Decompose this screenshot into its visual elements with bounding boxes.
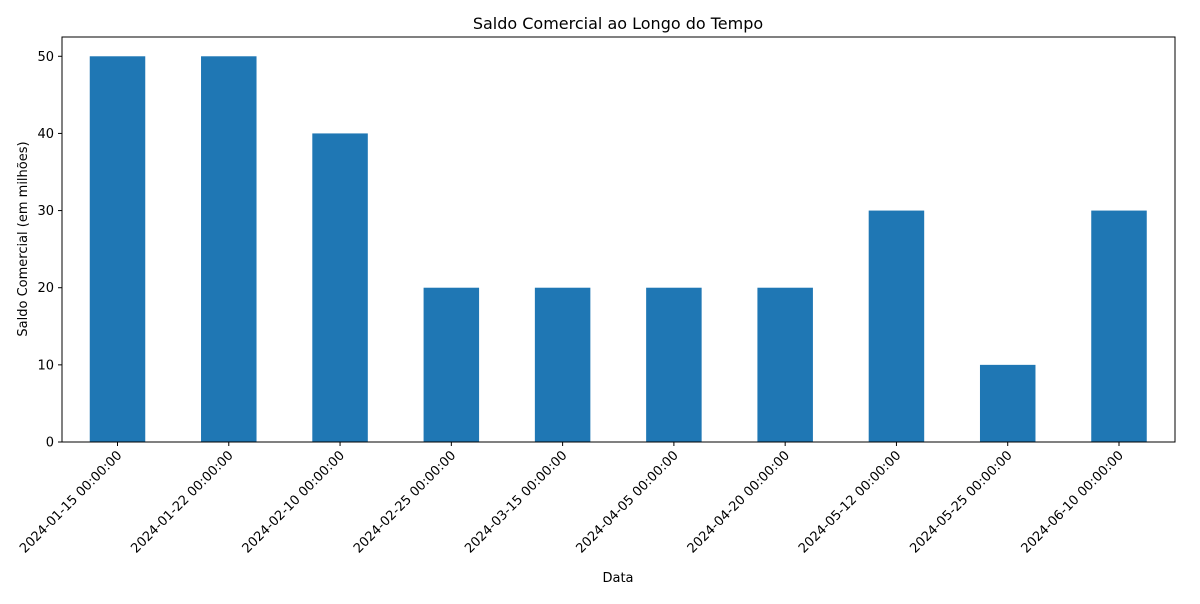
bar-2024-04-05 [646,287,702,442]
bar-2024-02-25 [423,287,480,442]
y-tick-label: 20 [37,281,54,296]
y-tick-label: 40 [37,127,54,142]
x-tick-label: 2024-03-15 00:00:00 [462,448,570,556]
x-tick-label: 2024-01-15 00:00:00 [17,448,125,556]
y-tick-label: 0 [46,436,54,451]
y-axis-title: Saldo Comercial (em milhões) [16,141,31,336]
plot-frame [61,36,1176,443]
bar-2024-06-10 [1091,210,1147,442]
bar-2024-05-25 [979,364,1036,442]
bar-2024-04-20 [757,287,813,442]
y-tick-label: 10 [37,358,54,373]
bars-layer [89,56,1147,443]
x-tick-label: 2024-04-20 00:00:00 [685,448,793,556]
x-axis-title: Data [602,571,633,586]
y-tick-label: 30 [37,204,54,219]
bar-2024-01-22 [201,56,257,443]
x-tick-label: 2024-02-25 00:00:00 [351,448,459,556]
axes-layer: 0 10 20 30 40 50 2024-01-15 00:00:00 2024-01-22… [17,36,1176,556]
y-tick-label: 50 [37,50,54,65]
x-tick-label: 2024-05-12 00:00:00 [796,448,904,556]
bar-2024-02-10 [312,133,368,442]
bar-2024-05-12 [868,210,925,442]
x-tick-label: 2024-04-05 00:00:00 [573,448,681,556]
bar-2024-01-15 [89,56,146,443]
chart-title: Saldo Comercial ao Longo do Tempo [473,14,763,33]
x-tick-label: 2024-01-22 00:00:00 [128,448,236,556]
x-tick-label: 2024-06-10 00:00:00 [1019,448,1127,556]
x-tick-label: 2024-05-25 00:00:00 [907,448,1015,556]
bar-2024-03-15 [534,287,591,442]
x-tick-label: 2024-02-10 00:00:00 [240,448,348,556]
